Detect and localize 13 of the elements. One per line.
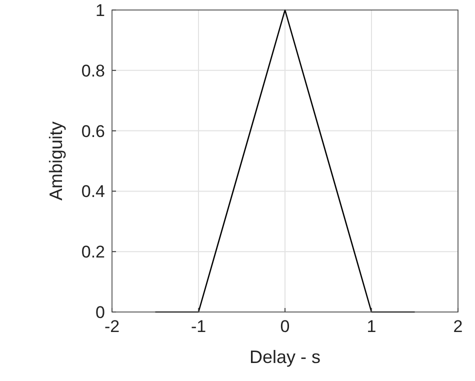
y-tick-label: 1	[96, 1, 105, 20]
y-tick-label: 0.6	[81, 122, 105, 141]
x-tick-label: -1	[190, 317, 206, 336]
x-tick-label: 2	[453, 317, 463, 336]
x-axis-title: Delay - s	[249, 347, 321, 367]
x-tick-label: 1	[366, 317, 376, 336]
y-tick-label: 0.4	[81, 182, 105, 202]
y-tick-label: 0.2	[81, 242, 105, 262]
y-tick-label: 0.8	[81, 61, 105, 80]
x-tick-label: 0	[280, 317, 290, 336]
y-tick-label: 0	[96, 303, 105, 322]
y-axis-title: Ambiguity	[46, 121, 66, 201]
x-tick-label: -2	[104, 317, 120, 336]
